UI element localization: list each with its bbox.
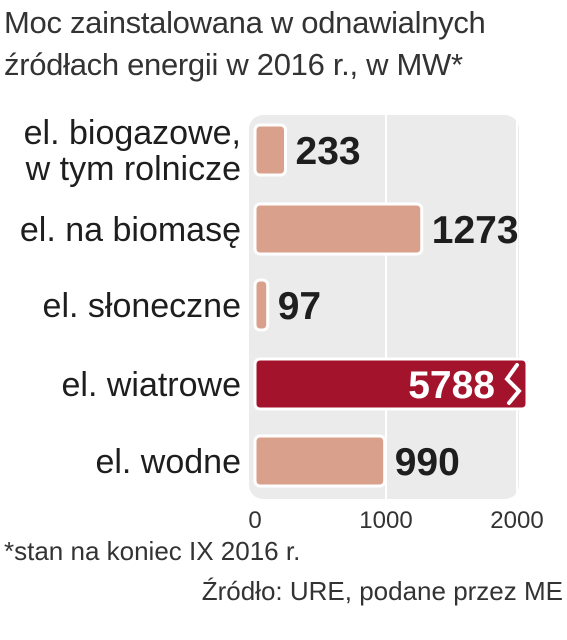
category-label-2-0: el. słoneczne <box>43 287 241 325</box>
value-label-2: 97 <box>278 285 321 328</box>
category-label-4-0: el. wodne <box>95 443 241 481</box>
category-label-3-0: el. wiatrowe <box>61 366 241 404</box>
axis-break-mark <box>504 363 522 405</box>
chart-title: Moc zainstalowana w odnawialnych źródłac… <box>4 2 564 86</box>
bar-2 <box>253 278 270 332</box>
value-label-4: 990 <box>395 441 460 484</box>
bar-3 <box>253 357 529 411</box>
value-label-3: 5788 <box>408 364 495 407</box>
category-label-0-0: el. biogazowe, <box>24 114 241 152</box>
value-label-1: 1273 <box>432 209 519 252</box>
category-label-0-1: w tym rolnicze <box>25 150 241 188</box>
chart-title-line-2: źródłach energii w 2016 r., w MW* <box>4 47 463 82</box>
x-tick-label-1: 1000 <box>359 507 412 534</box>
chart-title-line-1: Moc zainstalowana w odnawialnych <box>4 5 486 40</box>
x-tick-label-0: 0 <box>248 507 261 534</box>
bar-0 <box>253 123 288 177</box>
source-note: Źródło: URE, podane przez ME <box>201 576 563 606</box>
footnote: *stan na koniec IX 2016 r. <box>4 536 301 566</box>
category-label-1-0: el. na biomasę <box>20 211 241 249</box>
value-label-0: 233 <box>296 130 361 173</box>
bar-4 <box>253 434 387 488</box>
bar-1 <box>253 202 424 256</box>
x-tick-label-2: 2000 <box>490 507 543 534</box>
